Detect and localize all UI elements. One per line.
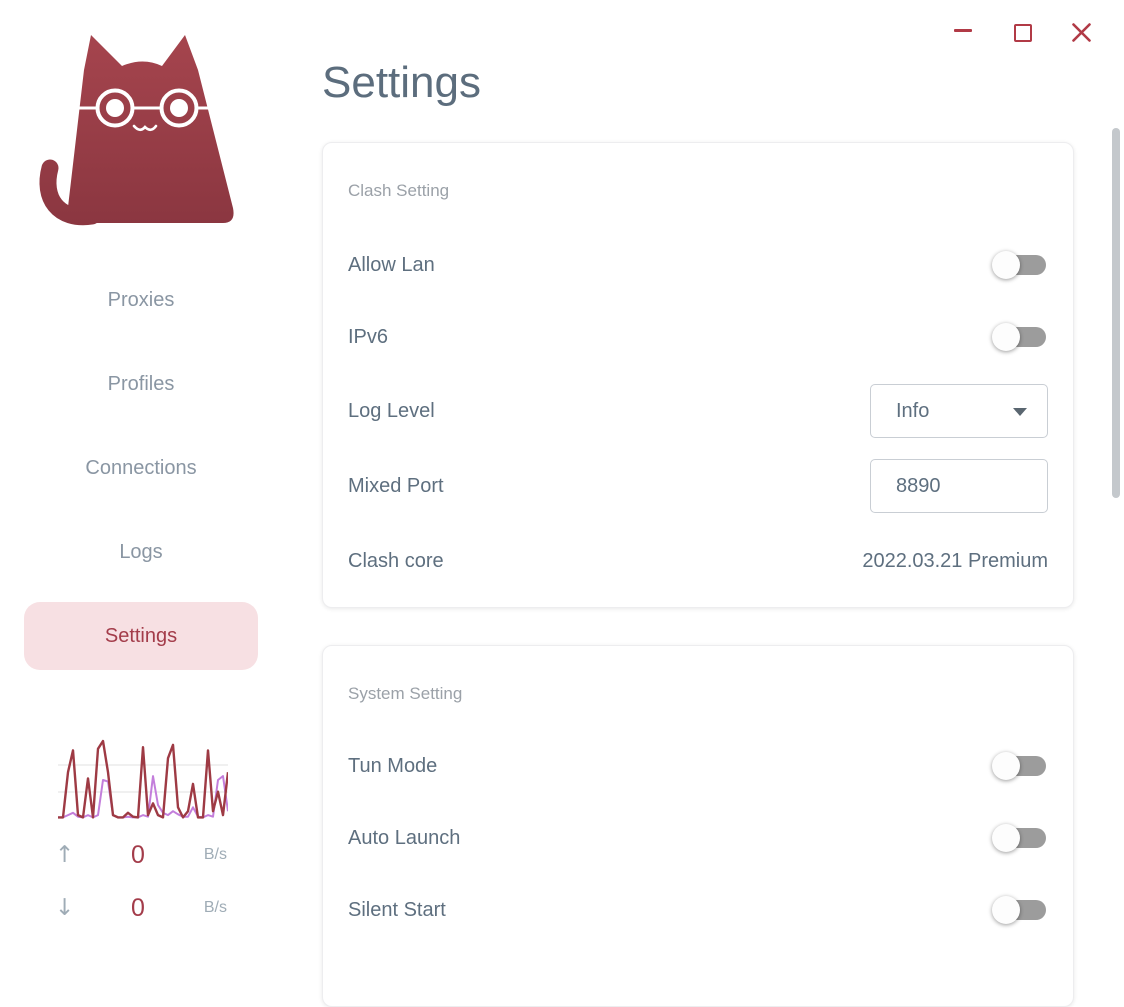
traffic-graph bbox=[58, 739, 228, 819]
chevron-down-icon bbox=[1013, 408, 1027, 416]
clash-cat-logo-icon bbox=[30, 20, 260, 230]
row-label: Log Level bbox=[348, 399, 435, 422]
row-label: Mixed Port bbox=[348, 474, 444, 497]
setting-row-silent-start: Silent Start bbox=[348, 895, 1048, 925]
card-header: System Setting bbox=[348, 684, 463, 703]
select-value: Info bbox=[896, 399, 930, 422]
sidebar-nav: Proxies Profiles Connections Logs Settin… bbox=[24, 266, 258, 686]
upload-value: 0 bbox=[131, 840, 145, 869]
row-label: IPv6 bbox=[348, 325, 389, 348]
setting-row-log-level: Log Level Info bbox=[348, 383, 1048, 439]
row-label: Auto Launch bbox=[348, 826, 461, 849]
sidebar-item-profiles[interactable]: Profiles bbox=[107, 372, 175, 395]
arrow-down-icon: ↓ bbox=[55, 895, 75, 921]
card-header: Clash Setting bbox=[348, 181, 450, 200]
auto-launch-toggle[interactable] bbox=[992, 824, 1048, 852]
log-level-select[interactable]: Info bbox=[870, 384, 1048, 438]
setting-row-tun-mode: Tun Mode bbox=[348, 751, 1048, 781]
allow-lan-toggle[interactable] bbox=[992, 251, 1048, 279]
sidebar-item-logs[interactable]: Logs bbox=[119, 540, 163, 563]
upload-unit: B/s bbox=[203, 846, 227, 863]
close-icon[interactable] bbox=[1072, 23, 1091, 42]
tun-mode-toggle[interactable] bbox=[992, 752, 1048, 780]
maximize-icon[interactable] bbox=[1014, 24, 1032, 42]
sidebar: Proxies Profiles Connections Logs Settin… bbox=[0, 0, 300, 937]
toggle-knob bbox=[992, 896, 1020, 924]
sidebar-item-connections[interactable]: Connections bbox=[85, 456, 197, 479]
setting-row-auto-launch: Auto Launch bbox=[348, 823, 1048, 853]
ipv6-toggle[interactable] bbox=[992, 323, 1048, 351]
sidebar-item-settings[interactable]: Settings bbox=[24, 602, 258, 670]
row-label: Clash core bbox=[348, 549, 444, 572]
scrollbar-thumb[interactable] bbox=[1112, 128, 1120, 498]
toggle-knob bbox=[992, 752, 1020, 780]
clash-setting-card: Clash Setting Allow Lan IPv6 Log Level I… bbox=[322, 142, 1074, 608]
page-title: Settings bbox=[322, 58, 481, 107]
row-label: Silent Start bbox=[348, 898, 446, 921]
setting-row-mixed-port: Mixed Port bbox=[348, 458, 1048, 514]
silent-start-toggle[interactable] bbox=[992, 896, 1048, 924]
download-unit: B/s bbox=[203, 899, 227, 916]
arrow-up-icon: ↑ bbox=[55, 842, 75, 868]
row-label: Tun Mode bbox=[348, 754, 438, 777]
setting-row-ipv6: IPv6 bbox=[348, 322, 1048, 352]
sidebar-item-proxies[interactable]: Proxies bbox=[107, 288, 175, 311]
toggle-knob bbox=[992, 824, 1020, 852]
upload-stat: ↑ 0 B/s bbox=[55, 839, 227, 871]
system-setting-card: System Setting Tun Mode Auto Launch Sile… bbox=[322, 645, 1074, 1007]
download-stat: ↓ 0 B/s bbox=[55, 892, 227, 924]
download-line bbox=[58, 739, 228, 819]
minimize-icon[interactable] bbox=[954, 29, 972, 32]
toggle-knob bbox=[992, 251, 1020, 279]
mixed-port-input[interactable] bbox=[870, 459, 1048, 513]
setting-row-allow-lan: Allow Lan bbox=[348, 250, 1048, 280]
toggle-knob bbox=[992, 323, 1020, 351]
row-label: Allow Lan bbox=[348, 253, 435, 276]
download-value: 0 bbox=[131, 893, 145, 922]
setting-row-clash-core: Clash core 2022.03.21 Premium bbox=[348, 546, 1048, 576]
clash-core-version: 2022.03.21 Premium bbox=[862, 549, 1048, 572]
